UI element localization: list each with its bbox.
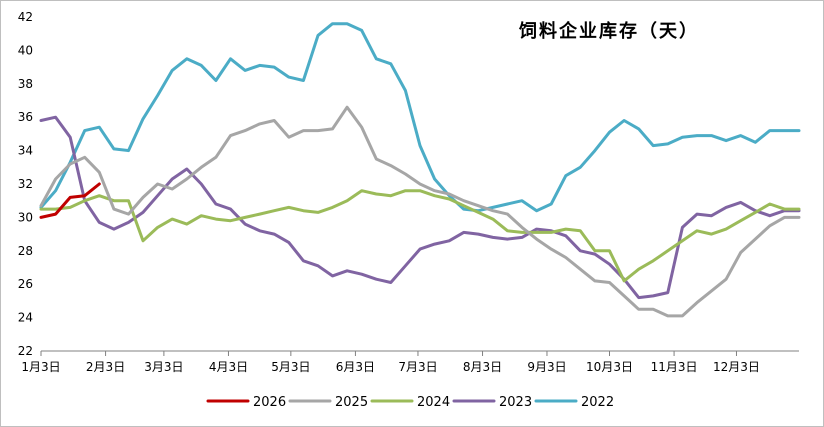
x-tick-label: 12月3日 <box>713 360 760 374</box>
legend-label-2024: 2024 <box>417 395 450 410</box>
y-axis-tick-labels: 22 24 26 28 30 32 34 36 38 40 42 <box>18 10 33 358</box>
x-axis-tick-labels: 1月3日 2月3日 3月3日 4月3日 5月3日 6月3日 7月3日 8月3日 9月3日 10月3… <box>21 351 760 374</box>
x-tick-label: 1月3日 <box>21 360 60 374</box>
x-tick-label: 3月3日 <box>144 360 183 374</box>
x-tick-label: 6月3日 <box>336 360 375 374</box>
x-tick-label: 8月3日 <box>463 360 502 374</box>
y-tick-label: 40 <box>18 43 33 57</box>
legend: 2026 2025 2024 2023 2022 <box>206 395 614 410</box>
y-tick-label: 42 <box>18 10 33 24</box>
series-lines <box>39 22 801 318</box>
legend-label-2025: 2025 <box>335 395 368 410</box>
x-tick-label: 7月3日 <box>398 360 437 374</box>
x-tick-label: 11月3日 <box>651 360 698 374</box>
y-tick-label: 36 <box>18 110 33 124</box>
series-line-2024 <box>39 189 801 283</box>
chart-title: 饲料企业库存（天） <box>518 20 699 42</box>
series-line-2026 <box>39 182 101 219</box>
series-line-2023 <box>39 115 801 300</box>
series-line-2025 <box>39 105 801 318</box>
x-tick-label: 9月3日 <box>527 360 566 374</box>
x-tick-label: 10月3日 <box>586 360 633 374</box>
y-tick-label: 22 <box>18 344 33 358</box>
y-tick-label: 38 <box>18 77 33 91</box>
y-tick-label: 34 <box>18 144 33 158</box>
y-tick-label: 32 <box>18 177 33 191</box>
y-tick-label: 30 <box>18 210 33 224</box>
y-tick-label: 24 <box>18 311 33 325</box>
legend-label-2023: 2023 <box>499 395 532 410</box>
legend-label-2026: 2026 <box>253 395 286 410</box>
y-tick-label: 28 <box>18 244 33 258</box>
y-tick-label: 26 <box>18 277 33 291</box>
legend-label-2022: 2022 <box>581 395 614 410</box>
x-tick-label: 5月3日 <box>271 360 310 374</box>
x-tick-label: 2月3日 <box>86 360 125 374</box>
series-line-2022 <box>39 22 801 213</box>
x-tick-label: 4月3日 <box>209 360 248 374</box>
